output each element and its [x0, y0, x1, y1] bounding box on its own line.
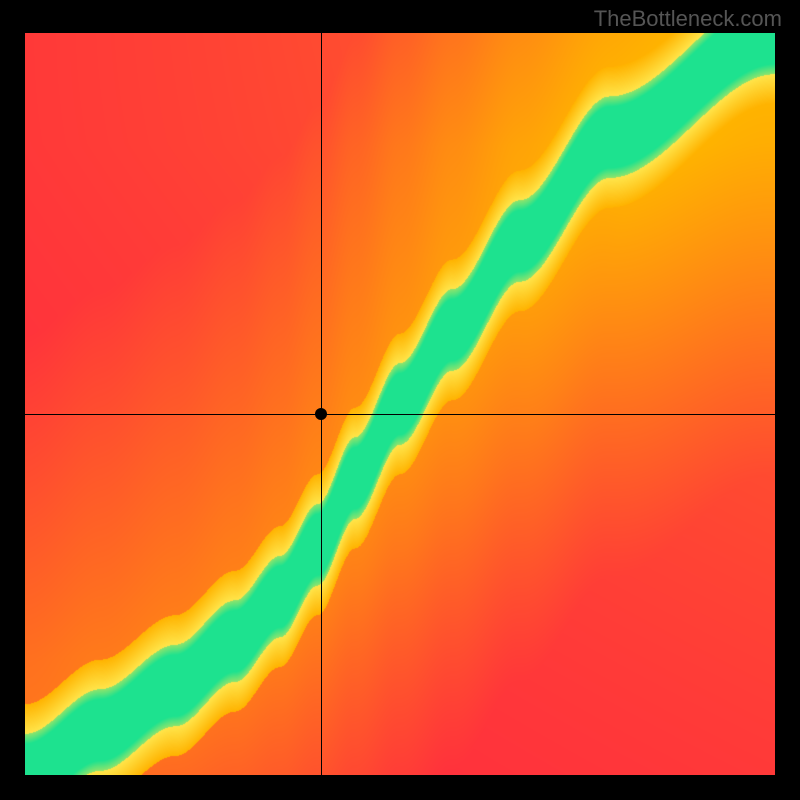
- watermark-text: TheBottleneck.com: [594, 6, 782, 32]
- heatmap-canvas: [25, 33, 775, 775]
- crosshair-horizontal: [25, 414, 775, 415]
- chart-container: TheBottleneck.com: [0, 0, 800, 800]
- crosshair-vertical: [321, 33, 322, 775]
- plot-area: [25, 33, 775, 775]
- crosshair-marker-dot: [315, 408, 327, 420]
